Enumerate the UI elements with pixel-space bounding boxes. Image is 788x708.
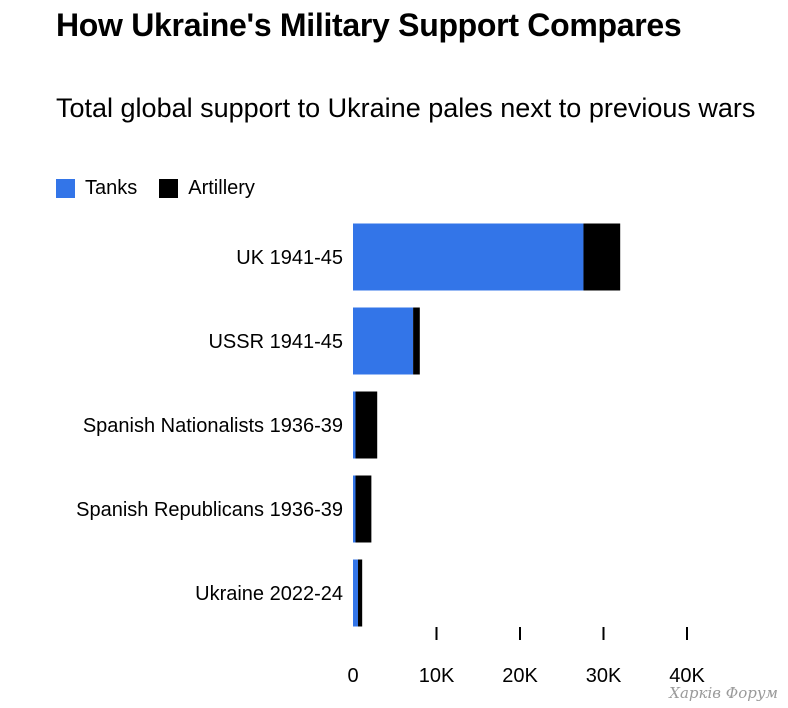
bar-artillery-ukraine-2022-24 (358, 559, 363, 627)
bar-tanks-uk-1941-45 (353, 223, 584, 291)
legend-label-artillery: Artillery (188, 177, 255, 199)
x-tick-label-0: 0 (347, 665, 358, 687)
bar-tanks-spanish-nationalists-1936-39 (353, 391, 356, 459)
chart-legend: Tanks Artillery (56, 177, 277, 200)
legend-swatch-artillery (159, 179, 179, 198)
category-label-uk-1941-45: UK 1941-45 (236, 247, 343, 269)
watermark: Харків Форум (669, 684, 778, 702)
legend-label-tanks: Tanks (85, 177, 138, 199)
bar-artillery-uk-1941-45 (583, 223, 621, 291)
bar-tanks-spanish-republicans-1936-39 (353, 475, 356, 543)
x-tick-label-20k: 20K (502, 665, 538, 687)
chart-subtitle: Total global support to Ukraine pales ne… (56, 93, 756, 123)
chart-title: How Ukraine's Military Support Compares (56, 7, 682, 43)
legend-swatch-tanks (56, 179, 75, 198)
category-label-ussr-1941-45: USSR 1941-45 (208, 331, 343, 353)
bar-artillery-spanish-republicans-1936-39 (355, 475, 372, 543)
bar-artillery-ussr-1941-45 (413, 307, 420, 375)
category-label-spanish-republicans-1936-39: Spanish Republicans 1936-39 (76, 499, 343, 521)
category-label-ukraine-2022-24: Ukraine 2022-24 (195, 583, 343, 605)
legend-item-artillery: Artillery (159, 177, 255, 200)
bar-tanks-ukraine-2022-24 (353, 559, 359, 627)
bar-artillery-spanish-nationalists-1936-39 (355, 391, 378, 459)
legend-item-tanks: Tanks (56, 177, 137, 200)
x-tick-label-10k: 10K (419, 665, 455, 687)
x-tick-label-40k: 40K (669, 665, 705, 687)
x-tick-label-30k: 30K (586, 665, 622, 687)
bar-tanks-ussr-1941-45 (353, 307, 414, 375)
category-label-spanish-nationalists-1936-39: Spanish Nationalists 1936-39 (83, 415, 343, 437)
